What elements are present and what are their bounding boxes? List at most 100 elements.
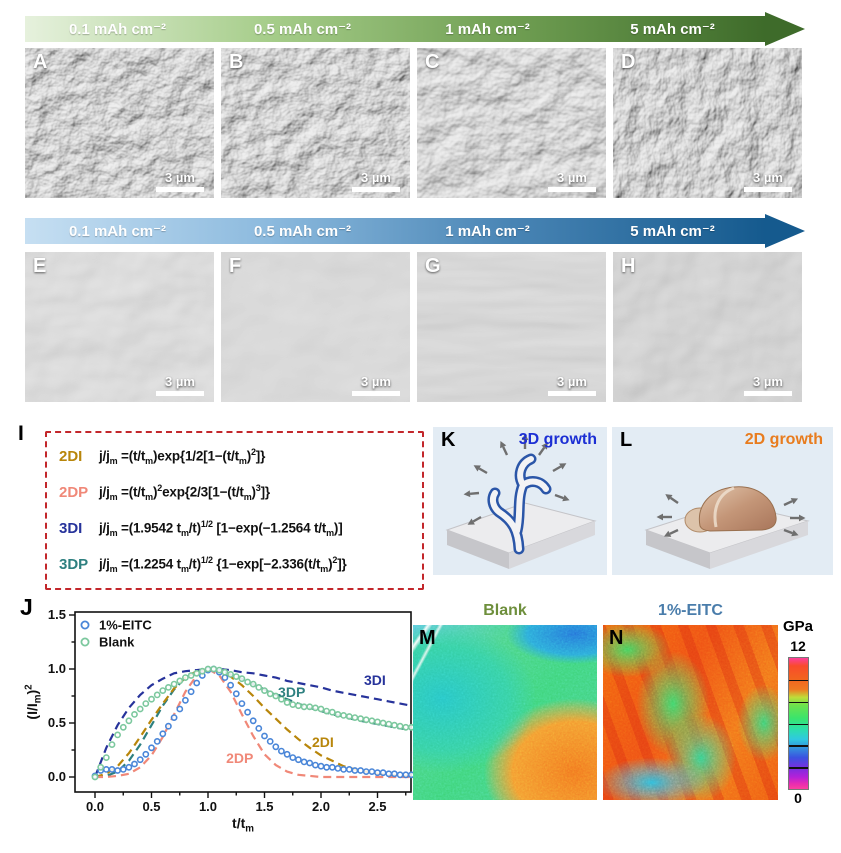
modulus-map-eitc: N bbox=[603, 625, 778, 800]
svg-text:2.0: 2.0 bbox=[312, 799, 330, 814]
sem-panel-E: E 3 µm bbox=[25, 252, 214, 402]
sem-panel-C: C 3 µm bbox=[417, 48, 606, 198]
capacity-label: 1 mAh cm⁻² bbox=[445, 223, 530, 240]
panel-label-I: I bbox=[18, 422, 24, 445]
map-noise-texture bbox=[413, 625, 597, 800]
model-formula-3DI: j/jm =(1.9542 tm/t)1/2 [1−exp(−1.2564 t/… bbox=[99, 518, 343, 538]
map-title-eitc: 1%-EITC bbox=[658, 602, 723, 619]
sem-panel-G: G 3 µm bbox=[417, 252, 606, 402]
scale-bar: 3 µm bbox=[156, 374, 204, 396]
model-formula-2DP: j/jm =(t/tm)2exp{2/3[1−(t/tm)3]} bbox=[99, 483, 270, 503]
svg-text:2.5: 2.5 bbox=[368, 799, 386, 814]
kinetics-chart: 0.0 0.5 1.0 1.5 2.0 2.50.00.51.01.5t/tm(I/Im)… bbox=[24, 607, 415, 835]
kinetics-chart-container: 0.0 0.5 1.0 1.5 2.0 2.5 0.0 0.5 1.0 1.5 t/tm (I/Im)… bbox=[15, 596, 435, 853]
equation-row-2DI: 2DI j/jm =(t/tm)exp{1/2[1−(t/tm)2]} bbox=[59, 447, 410, 466]
svg-text:1.5: 1.5 bbox=[255, 799, 273, 814]
colorbar bbox=[788, 657, 809, 790]
model-name-3DI: 3DI bbox=[59, 519, 83, 537]
capacity-label: 0.1 mAh cm⁻² bbox=[68, 223, 167, 240]
colorbar-min: 0 bbox=[794, 790, 802, 806]
dendrite-illustration bbox=[445, 432, 597, 569]
svg-text:3DP: 3DP bbox=[278, 684, 305, 700]
scale-bar: 3 µm bbox=[548, 170, 596, 192]
panel-label-K: K bbox=[441, 429, 456, 451]
panel-label-A: A bbox=[33, 51, 48, 73]
colorbar-unit: GPa bbox=[782, 618, 813, 635]
sem-panel-A: A 3 µm bbox=[25, 48, 214, 198]
sem-texture bbox=[417, 48, 606, 198]
arrow-head-icon bbox=[765, 214, 805, 248]
svg-text:(I/Im)2: (I/Im)2 bbox=[24, 684, 44, 720]
scale-bar: 3 µm bbox=[744, 170, 792, 192]
nugget-illustration bbox=[644, 486, 810, 569]
panel-label-M: M bbox=[419, 627, 436, 649]
sem-texture bbox=[25, 252, 214, 402]
panel-label-H: H bbox=[621, 255, 636, 277]
equation-row-3DP: 3DP j/jm =(1.2254 tm/t)1/2 {1−exp[−2.336… bbox=[59, 555, 410, 574]
svg-text:1%-EITC: 1%-EITC bbox=[99, 618, 152, 633]
equation-row-2DP: 2DP j/jm =(t/tm)2exp{2/3[1−(t/tm)3]} bbox=[59, 483, 410, 502]
scale-bar: 3 µm bbox=[548, 374, 596, 396]
panel-label-N: N bbox=[609, 627, 624, 649]
sem-texture bbox=[613, 252, 802, 402]
svg-text:2DP: 2DP bbox=[226, 750, 253, 766]
sem-texture bbox=[613, 48, 802, 198]
svg-text:1.0: 1.0 bbox=[199, 799, 217, 814]
svg-text:0.5: 0.5 bbox=[142, 799, 160, 814]
scale-bar: 3 µm bbox=[352, 374, 400, 396]
model-formula-3DP: j/jm =(1.2254 tm/t)1/2 {1−exp[−2.336(t/t… bbox=[99, 554, 347, 574]
model-equations-box: 2DI j/jm =(t/tm)exp{1/2[1−(t/tm)2]} 2DP … bbox=[45, 431, 424, 590]
sem-texture bbox=[221, 252, 410, 402]
svg-text:t/tm: t/tm bbox=[232, 815, 254, 835]
sem-panel-D: D 3 µm bbox=[613, 48, 802, 198]
panel-label-E: E bbox=[33, 255, 47, 277]
capacity-arrow-top-body: 0.1 mAh cm⁻² 0.5 mAh cm⁻² 1 mAh cm⁻² 5 m… bbox=[25, 16, 765, 42]
map-noise-texture bbox=[603, 625, 778, 800]
model-name-2DP: 2DP bbox=[59, 484, 89, 502]
colorbar-max: 12 bbox=[790, 638, 806, 654]
svg-text:1.0: 1.0 bbox=[48, 661, 66, 676]
nugget-icon bbox=[684, 486, 777, 533]
arrow-head-icon bbox=[765, 12, 805, 46]
capacity-arrow-bottom-body: 0.1 mAh cm⁻² 0.5 mAh cm⁻² 1 mAh cm⁻² 5 m… bbox=[25, 218, 765, 244]
model-name-3DP: 3DP bbox=[59, 555, 89, 573]
svg-text:3DI: 3DI bbox=[364, 672, 386, 688]
equation-row-3DI: 3DI j/jm =(1.9542 tm/t)1/2 [1−exp(−1.256… bbox=[59, 519, 410, 538]
svg-text:Blank: Blank bbox=[99, 635, 135, 650]
sem-panel-H: H 3 µm bbox=[613, 252, 802, 402]
panel-label-C: C bbox=[425, 51, 440, 73]
sem-panel-B: B 3 µm bbox=[221, 48, 410, 198]
panel-label-F: F bbox=[229, 255, 242, 277]
capacity-label: 5 mAh cm⁻² bbox=[630, 223, 715, 240]
sem-texture bbox=[25, 48, 214, 198]
sem-texture bbox=[417, 252, 606, 402]
model-name-2DI: 2DI bbox=[59, 448, 83, 466]
capacity-label: 5 mAh cm⁻² bbox=[630, 21, 715, 38]
panel-label-G: G bbox=[425, 255, 441, 277]
scale-bar: 3 µm bbox=[744, 374, 792, 396]
svg-text:1.5: 1.5 bbox=[48, 607, 66, 622]
capacity-arrow-top: 0.1 mAh cm⁻² 0.5 mAh cm⁻² 1 mAh cm⁻² 5 m… bbox=[25, 12, 805, 46]
growth-title-3d: 3D growth bbox=[518, 431, 597, 448]
svg-text:0.0: 0.0 bbox=[86, 799, 104, 814]
growth-panel-L: L 2D growth bbox=[612, 427, 833, 575]
map-title-blank: Blank bbox=[483, 602, 527, 619]
panel-label-L: L bbox=[620, 429, 633, 451]
sem-panel-F: F 3 µm bbox=[221, 252, 410, 402]
panel-label-B: B bbox=[229, 51, 244, 73]
capacity-label: 0.1 mAh cm⁻² bbox=[68, 21, 167, 38]
capacity-label: 0.5 mAh cm⁻² bbox=[253, 223, 352, 240]
svg-text:0.0: 0.0 bbox=[48, 769, 66, 784]
sem-texture bbox=[221, 48, 410, 198]
capacity-arrow-bottom: 0.1 mAh cm⁻² 0.5 mAh cm⁻² 1 mAh cm⁻² 5 m… bbox=[25, 214, 805, 248]
dendrite-icon bbox=[487, 453, 552, 555]
panel-label-J: J bbox=[20, 594, 33, 620]
modulus-map-blank: M bbox=[413, 625, 597, 800]
capacity-label: 0.5 mAh cm⁻² bbox=[253, 21, 352, 38]
scale-bar: 3 µm bbox=[352, 170, 400, 192]
growth-panel-K: K 3D growth bbox=[433, 427, 607, 575]
panel-label-D: D bbox=[621, 51, 636, 73]
svg-text:0.5: 0.5 bbox=[48, 715, 66, 730]
capacity-label: 1 mAh cm⁻² bbox=[445, 21, 530, 38]
